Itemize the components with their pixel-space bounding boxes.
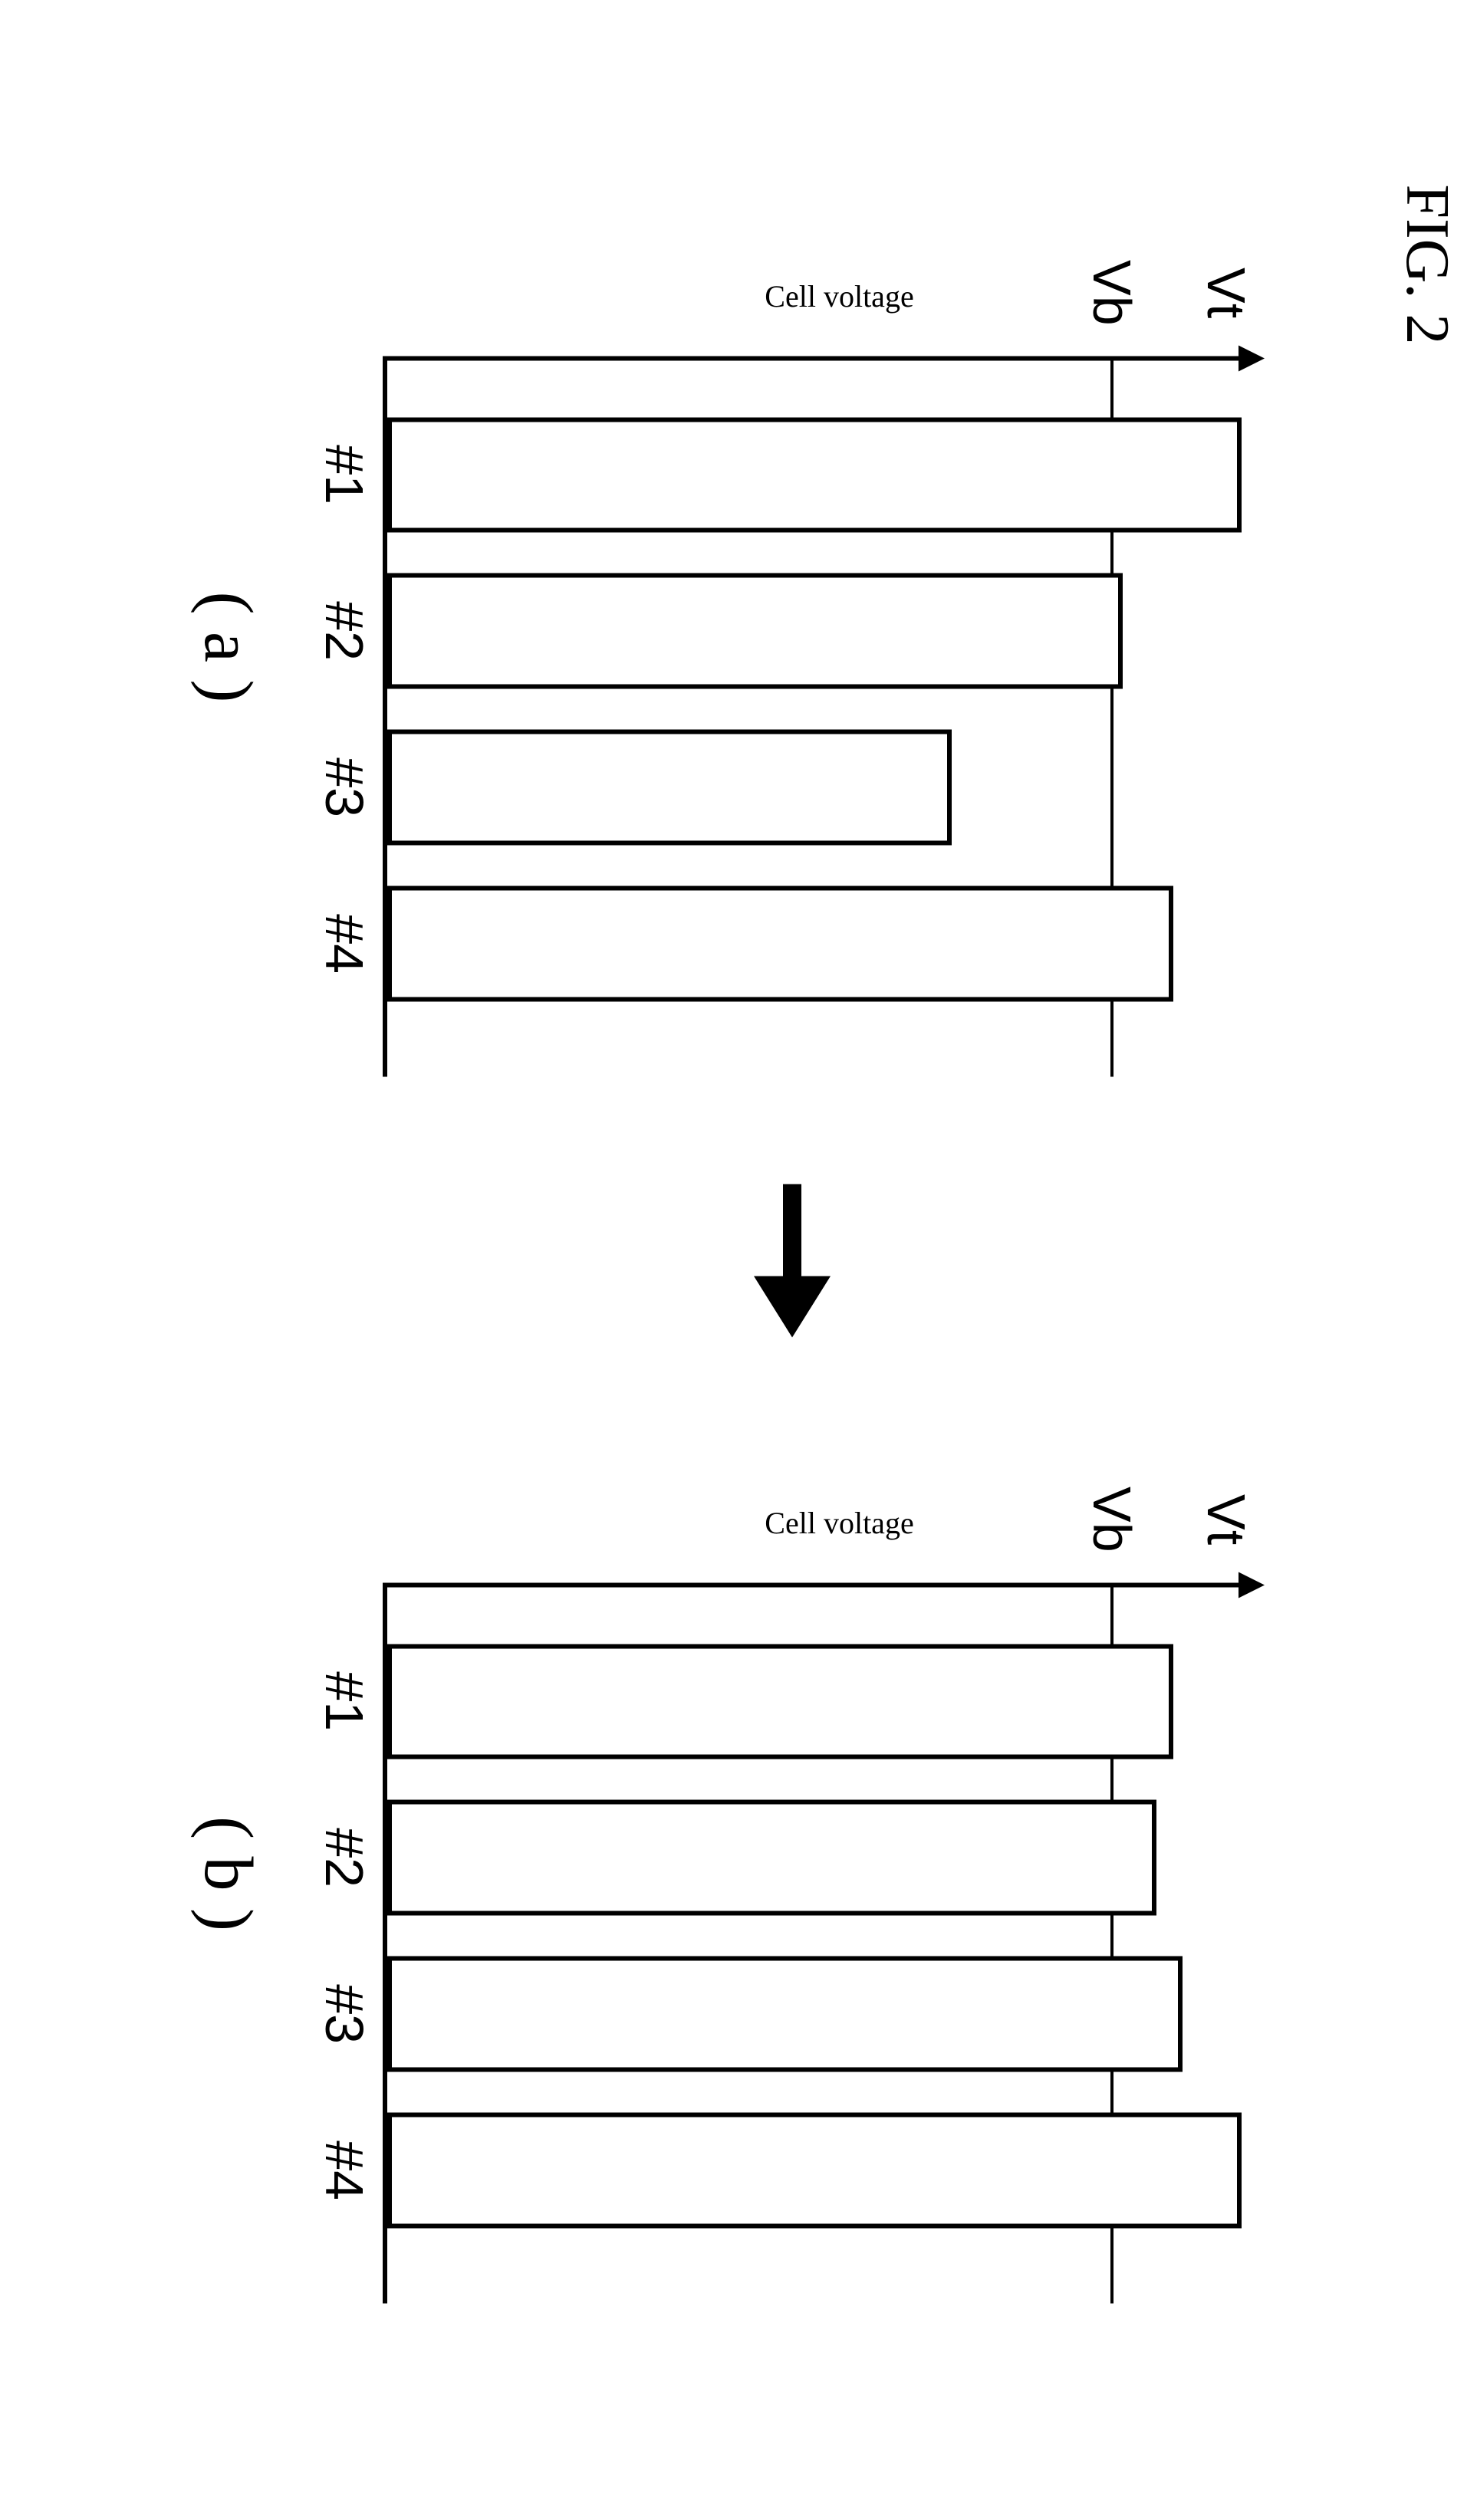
between-arrow-icon — [746, 1184, 838, 1337]
chart-b-area: Vt Vb Cell voltage #1 #2 #3 #4 — [276, 1429, 1273, 2318]
chart-b-vb-label: Vb — [1081, 1487, 1143, 1552]
page: FIG. 2 Vt Vb Cell voltage #1 #2 #3 #4 ( a ) — [31, 31, 1477, 2489]
chart-b-bar-label-2: #2 — [314, 1799, 376, 1914]
chart-a-block: Vt Vb Cell voltage #1 #2 #3 #4 ( a ) — [189, 202, 1273, 1092]
chart-b-bar-2 — [388, 1799, 1157, 1914]
chart-a-bar-3 — [388, 729, 952, 844]
chart-a-vt-label: Vt — [1196, 268, 1258, 318]
chart-b-y-arrow-icon — [1239, 1572, 1265, 1598]
chart-a-y-arrow-icon — [1239, 345, 1265, 371]
chart-b-bar-4 — [388, 2112, 1242, 2227]
figure-title: FIG. 2 — [1392, 184, 1462, 344]
chart-b-bars — [388, 1582, 1242, 2303]
charts-row: Vt Vb Cell voltage #1 #2 #3 #4 ( a ) — [92, 107, 1370, 2413]
chart-b-bar-label-1: #1 — [314, 1644, 376, 1759]
chart-a-vb-label: Vb — [1081, 260, 1143, 326]
chart-b-vt-label: Vt — [1196, 1494, 1258, 1545]
chart-a-bar-4 — [388, 885, 1174, 1000]
chart-a-bar-label-3: #3 — [314, 729, 376, 844]
chart-b-block: Vt Vb Cell voltage #1 #2 #3 #4 ( b ) — [189, 1429, 1273, 2318]
figure-wrap: FIG. 2 Vt Vb Cell voltage #1 #2 #3 #4 ( a ) — [31, 31, 1477, 2489]
chart-b-y-title: Cell voltage — [765, 1504, 914, 1540]
chart-a-bar-1 — [388, 417, 1242, 532]
chart-a-sub-label: ( a ) — [189, 591, 268, 702]
chart-a-y-title: Cell voltage — [765, 278, 914, 314]
chart-a-area: Vt Vb Cell voltage #1 #2 #3 #4 — [276, 202, 1273, 1092]
chart-a-bars — [388, 356, 1242, 1076]
chart-a-bar-label-1: #1 — [314, 417, 376, 532]
chart-a-bar-label-2: #2 — [314, 573, 376, 688]
chart-a-bar-label-4: #4 — [314, 885, 376, 1000]
chart-b-bar-1 — [388, 1644, 1174, 1759]
chart-b-bar-3 — [388, 1956, 1183, 2071]
chart-b-bar-label-3: #3 — [314, 1956, 376, 2071]
chart-b-bar-label-4: #4 — [314, 2112, 376, 2227]
chart-a-bar-2 — [388, 573, 1123, 688]
chart-b-sub-label: ( b ) — [189, 1816, 268, 1931]
